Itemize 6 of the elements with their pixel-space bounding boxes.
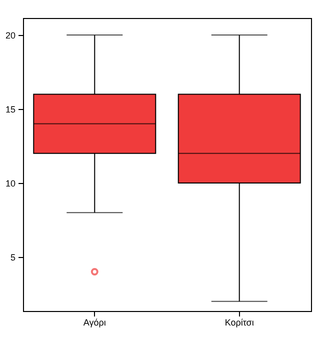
- x-tick-label: Κορίτσι: [224, 318, 254, 328]
- y-tick-label: 5: [10, 252, 16, 262]
- x-tick-label: Αγόρι: [83, 318, 106, 328]
- y-tick-label: 20: [5, 30, 16, 41]
- y-tick-label: 10: [5, 178, 16, 188]
- y-tick-label: 15: [5, 104, 16, 115]
